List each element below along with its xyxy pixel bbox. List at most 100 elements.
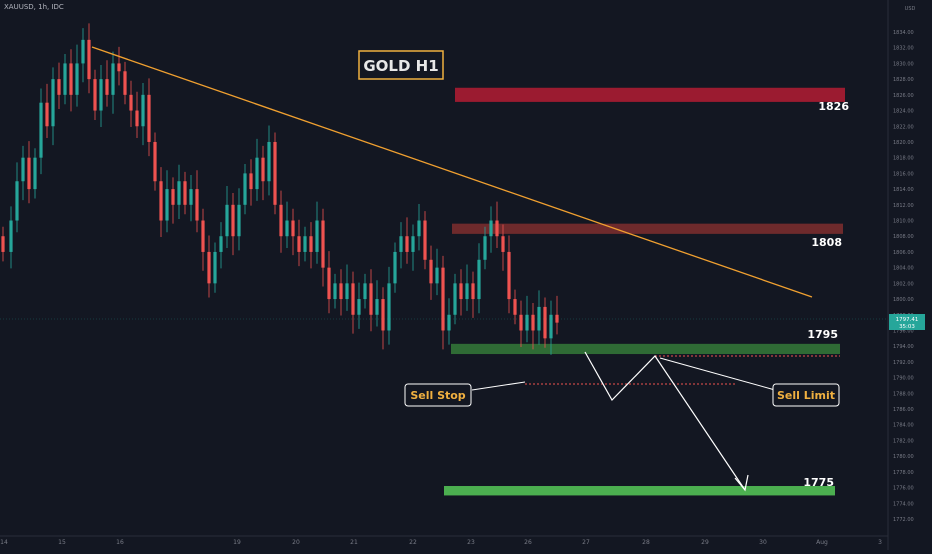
candle-body — [525, 314, 529, 331]
candle-body — [99, 79, 103, 111]
candle-body — [381, 299, 385, 331]
candle-body — [273, 141, 277, 205]
x-tick-label: 30 — [759, 539, 767, 546]
candle-body — [135, 110, 139, 127]
zone-label-1826: 1826 — [818, 100, 849, 113]
y-tick-label: 1812.00 — [893, 203, 914, 209]
candle-body — [159, 181, 163, 221]
zone-label-1808: 1808 — [811, 236, 842, 249]
y-tick-label: 1804.00 — [893, 266, 914, 272]
candle-body — [123, 71, 127, 95]
candle-body — [21, 157, 25, 182]
candle-body — [393, 251, 397, 284]
chart-title: GOLD H1 — [363, 57, 438, 75]
candle-body — [231, 204, 235, 237]
y-tick-label: 1816.00 — [893, 171, 914, 177]
x-tick-label: 19 — [233, 539, 241, 546]
candle-body — [165, 189, 169, 221]
sell-stop-callout-line — [471, 381, 526, 391]
x-tick-label: 15 — [58, 539, 66, 546]
candle-body — [147, 94, 151, 142]
candle-body — [537, 306, 541, 331]
candle-body — [387, 283, 391, 331]
bar-countdown: 35:03 — [899, 324, 915, 330]
x-tick-label: 21 — [350, 539, 358, 546]
y-tick-label: 1792.00 — [893, 360, 914, 366]
candle-body — [39, 102, 43, 158]
y-tick-label: 1796.00 — [893, 328, 914, 334]
y-tick-label: 1784.00 — [893, 423, 914, 429]
y-tick-label: 1828.00 — [893, 77, 914, 83]
x-tick-label: 3 — [878, 539, 882, 546]
candle-body — [429, 259, 433, 284]
candle-body — [69, 63, 73, 95]
candle-body — [15, 181, 19, 221]
y-tick-label: 1788.00 — [893, 391, 914, 397]
candle-body — [171, 189, 175, 205]
candle-body — [279, 204, 283, 237]
x-tick-label: 28 — [642, 539, 650, 546]
candle-body — [51, 79, 55, 127]
candle-body — [447, 314, 451, 331]
y-tick-label: 1826.00 — [893, 93, 914, 99]
title-box — [358, 50, 444, 80]
candle-body — [57, 79, 61, 95]
candle-body — [363, 283, 367, 300]
sell-stop-label: Sell Stop — [410, 389, 465, 402]
y-tick-label: 1808.00 — [893, 234, 914, 240]
candle-body — [543, 306, 547, 339]
last-price-tag — [889, 314, 925, 330]
candle-body — [399, 236, 403, 252]
y-tick-label: 1824.00 — [893, 109, 914, 115]
y-tick-label: 1834.00 — [893, 30, 914, 36]
candle-body — [375, 299, 379, 315]
x-tick-label: 14 — [0, 539, 8, 546]
candle-body — [9, 220, 13, 252]
candle-body — [27, 157, 31, 190]
y-tick-label: 1806.00 — [893, 250, 914, 256]
candle-body — [345, 283, 349, 300]
candle-body — [471, 283, 475, 300]
projection-path — [584, 351, 746, 491]
candle-body — [495, 220, 499, 237]
currency-label: USD — [905, 6, 916, 12]
candle-body — [93, 79, 97, 111]
sell-limit-callout-line — [659, 357, 776, 391]
candle-body — [207, 251, 211, 284]
candle-body — [483, 236, 487, 260]
y-tick-label: 1830.00 — [893, 61, 914, 67]
candle-body — [417, 220, 421, 237]
candle-body — [291, 220, 295, 237]
y-tick-label: 1800.00 — [893, 297, 914, 303]
x-tick-label: Aug — [816, 539, 828, 546]
candle-body — [351, 283, 355, 315]
y-tick-label: 1832.00 — [893, 46, 914, 52]
zone-label-1775: 1775 — [803, 476, 834, 489]
x-tick-label: 20 — [292, 539, 300, 546]
y-tick-label: 1802.00 — [893, 281, 914, 287]
x-tick-label: 16 — [116, 539, 124, 546]
candle-body — [267, 141, 271, 182]
y-tick-label: 1820.00 — [893, 140, 914, 146]
y-tick-label: 1780.00 — [893, 454, 914, 460]
y-tick-label: 1814.00 — [893, 187, 914, 193]
candle-body — [453, 283, 457, 315]
candle-body — [477, 259, 481, 300]
candle-body — [465, 283, 469, 300]
candle-body — [189, 189, 193, 205]
last-price-value: 1797.41 — [896, 317, 919, 323]
candle-body — [435, 267, 439, 284]
candle-body — [153, 141, 157, 182]
zone-1775 — [444, 486, 835, 496]
y-tick-label: 1810.00 — [893, 219, 914, 225]
candle-body — [303, 236, 307, 252]
sell-stop-box — [404, 383, 472, 407]
candle-body — [339, 283, 343, 300]
candle-body — [45, 102, 49, 127]
y-tick-label: 1774.00 — [893, 501, 914, 507]
candle-body — [183, 181, 187, 205]
candle-body — [243, 173, 247, 205]
candle-body — [195, 189, 199, 221]
